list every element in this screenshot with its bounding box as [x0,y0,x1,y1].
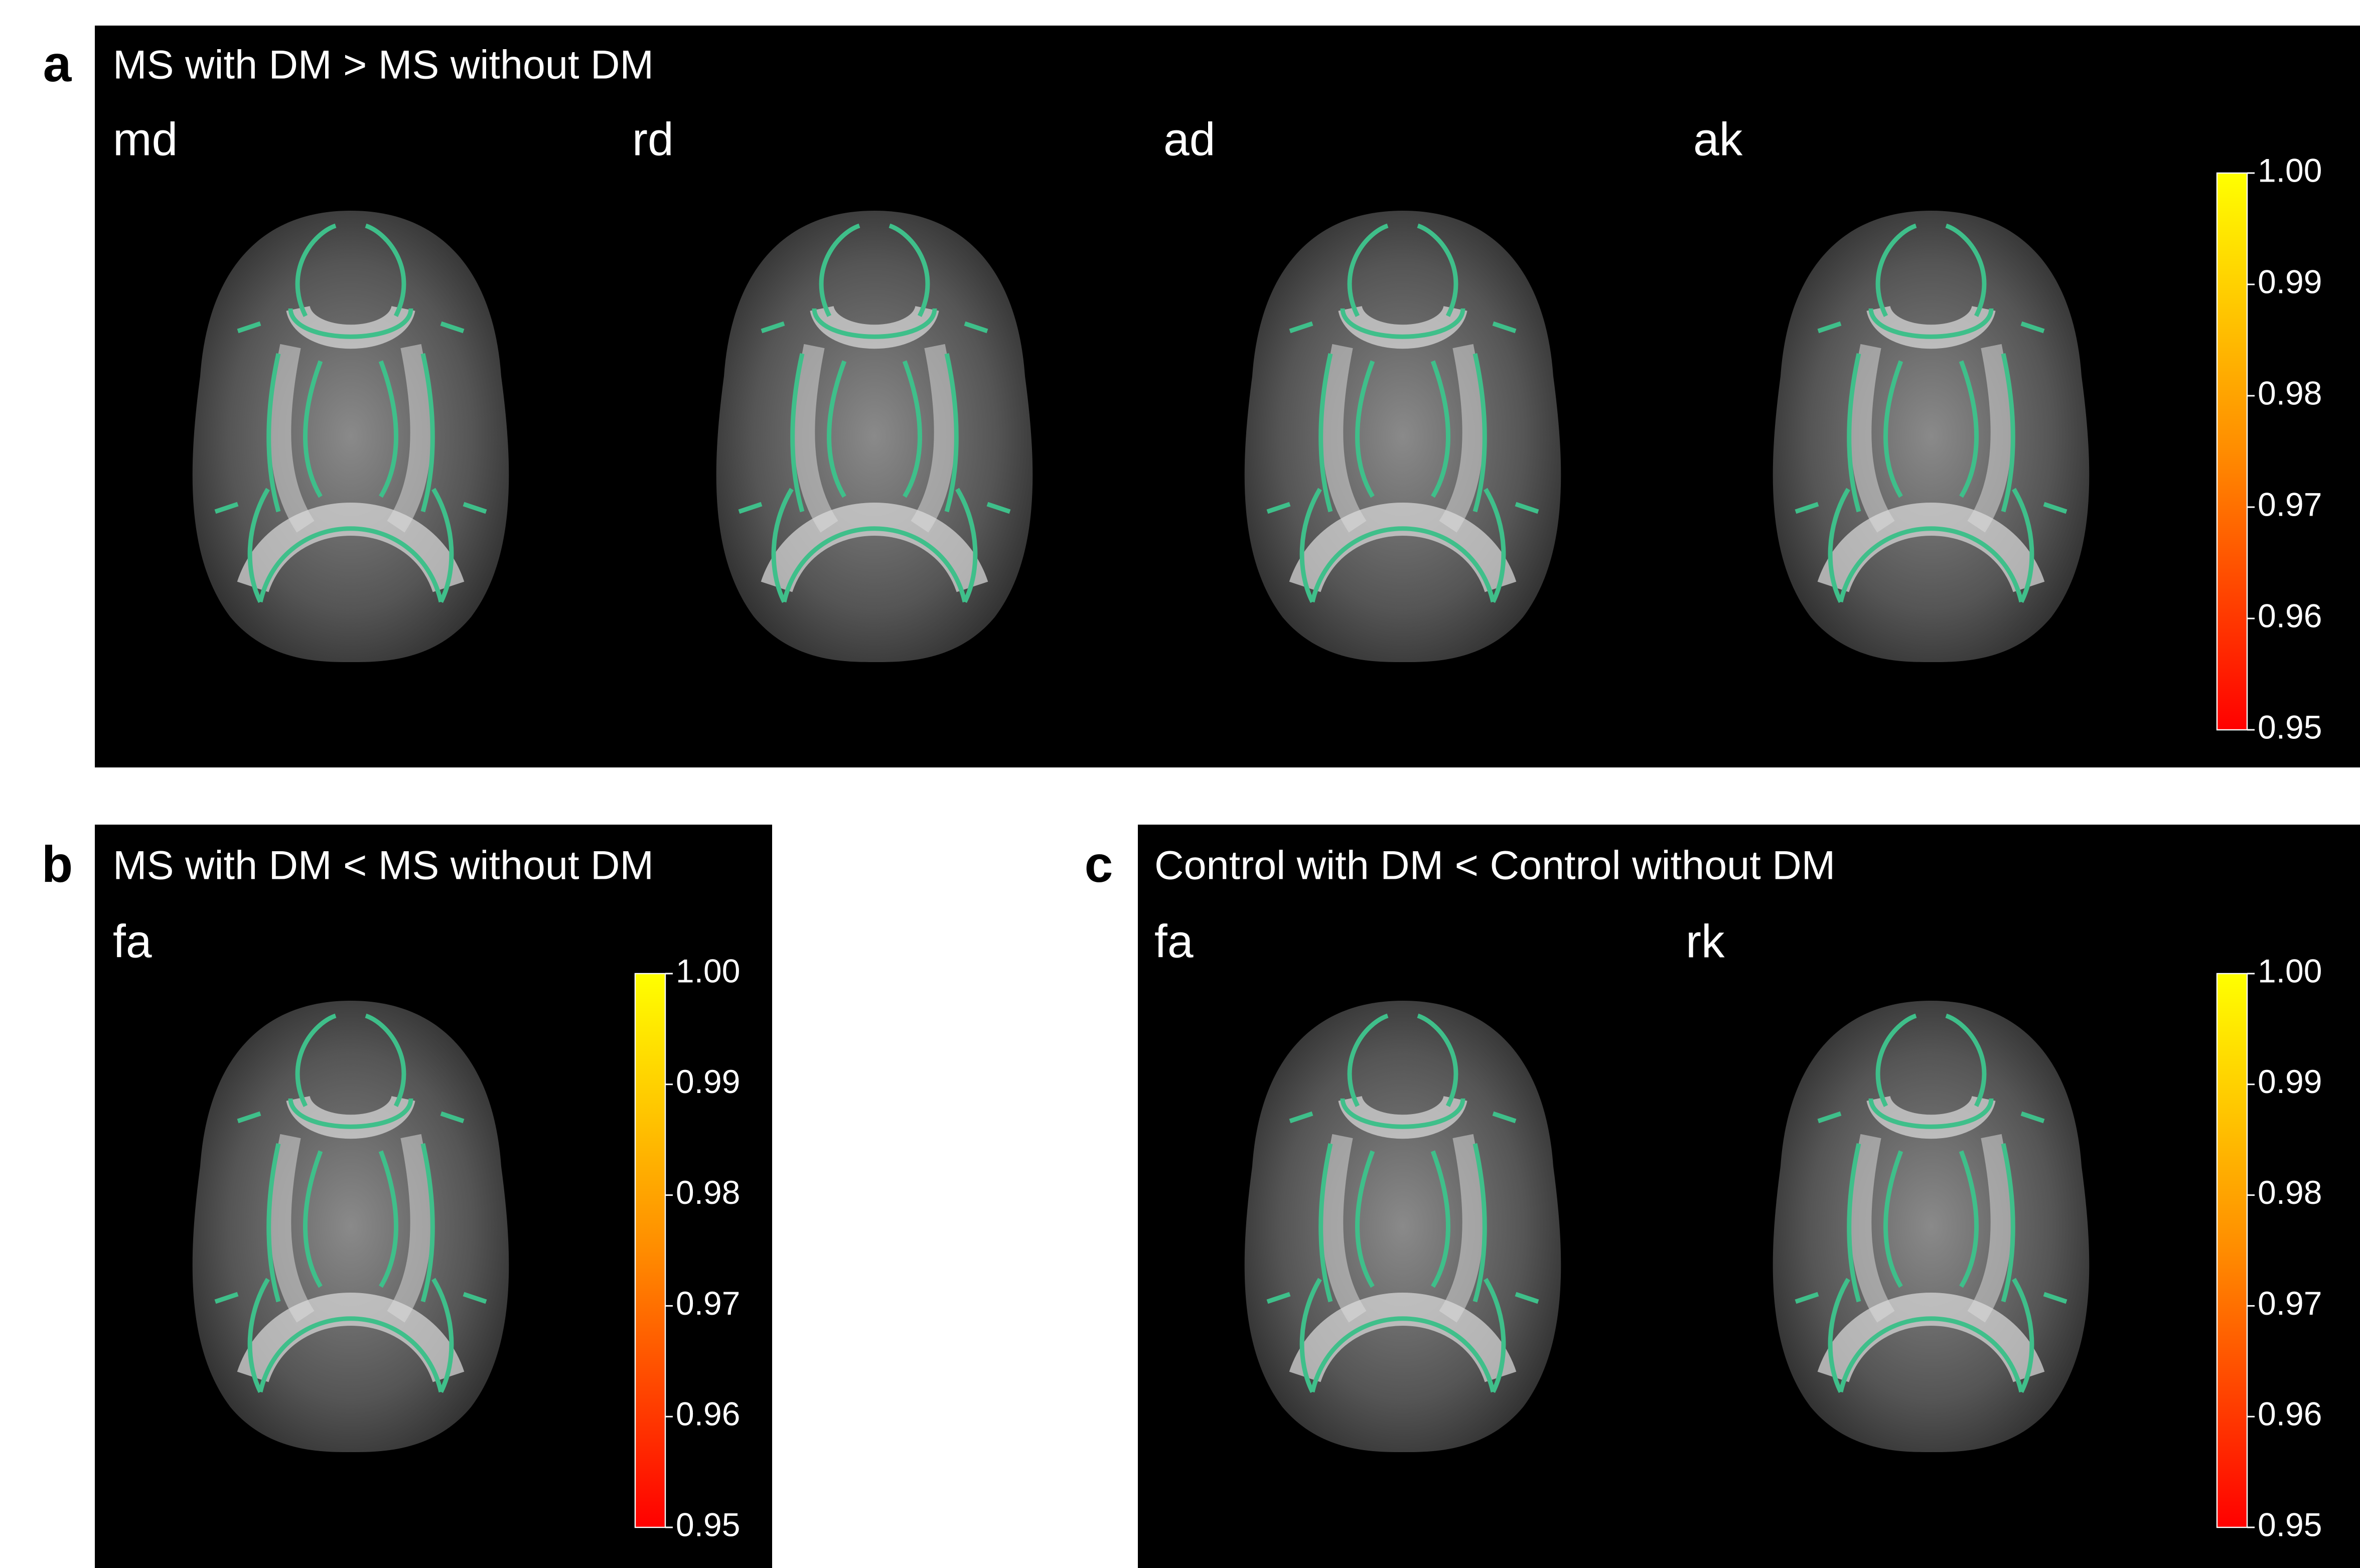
colorbar-tick-label: 0.97 [2258,1285,2322,1322]
brain-slice [716,211,1033,662]
panel-title: Control with DM < Control without DM [1154,843,1835,888]
map-label: rk [1686,915,1725,968]
colorbar-tick-label: 1.00 [2258,151,2322,189]
colorbar-tick-label: 1.00 [2258,952,2322,989]
colorbar-tick-label: 0.95 [2258,1506,2322,1543]
panel-letter: a [43,35,72,92]
map-label: fa [113,915,152,968]
map-label: ak [1693,113,1743,166]
panel-letter: c [1085,836,1113,893]
map-label: ad [1163,113,1215,166]
colorbar-tick-label: 0.99 [2258,263,2322,300]
colorbar [2216,973,2248,1528]
brain-slice [1773,1001,2090,1452]
brain-slice [1245,1001,1561,1452]
map-label: md [113,113,178,166]
colorbar-tick-label: 0.99 [676,1063,740,1100]
colorbar-tick-label: 0.96 [2258,597,2322,634]
colorbar [634,973,666,1528]
brain-slice [1245,211,1561,662]
colorbar-tick-label: 0.97 [676,1285,740,1322]
colorbar-tick-label: 0.96 [676,1395,740,1433]
panel-title: MS with DM > MS without DM [113,42,654,87]
colorbar-tick-label: 0.98 [676,1174,740,1211]
panel-title: MS with DM < MS without DM [113,843,654,888]
colorbar-tick-label: 0.98 [2258,374,2322,411]
colorbar-tick-label: 1.00 [676,952,740,989]
colorbar-tick-label: 0.95 [2258,708,2322,745]
brain-slice [193,211,509,662]
map-label: fa [1154,915,1194,968]
colorbar-tick-label: 0.98 [2258,1174,2322,1211]
colorbar [2216,172,2248,731]
panel-letter: b [42,836,73,893]
colorbar-tick-label: 0.99 [2258,1063,2322,1100]
colorbar-tick-label: 0.97 [2258,486,2322,523]
brain-slice [193,1001,509,1452]
colorbar-tick-label: 0.96 [2258,1395,2322,1433]
colorbar-tick-label: 0.95 [676,1506,740,1543]
map-label: rd [632,113,674,166]
brain-slice [1773,211,2090,662]
